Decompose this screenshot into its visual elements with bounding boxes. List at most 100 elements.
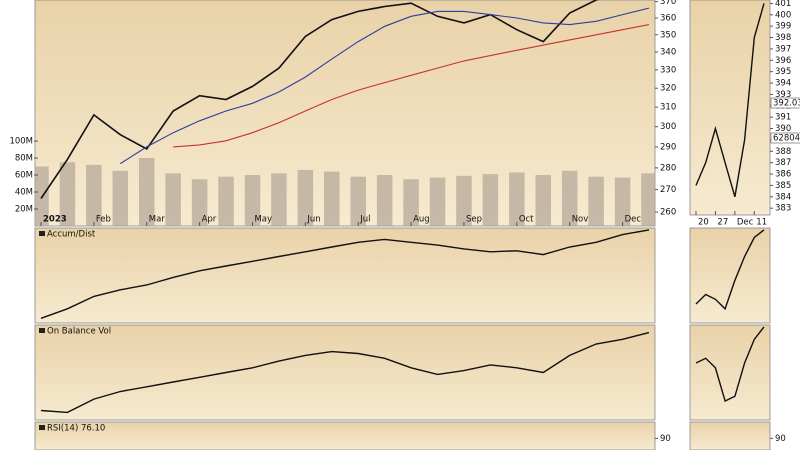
indicator-line — [695, 3, 765, 197]
y-tick-label: 388 — [775, 147, 791, 157]
volume-bar — [614, 177, 631, 226]
y-tick-label: 270 — [660, 185, 676, 195]
x-tick-label: 11 — [756, 218, 767, 228]
y-tick-label: 280 — [660, 163, 676, 173]
indicator-line — [695, 229, 765, 311]
volume-bar — [561, 170, 578, 226]
y-tick-label: 396 — [775, 56, 791, 66]
x-tick-label: Apr — [202, 215, 217, 225]
title-marker — [39, 425, 45, 430]
panel-title: RSI(14) 76.10 — [47, 424, 105, 434]
annotation: 6280471 — [773, 134, 800, 144]
annotation-box — [770, 97, 800, 109]
panel-background — [34, 0, 656, 227]
panel-background — [689, 421, 771, 450]
volume-tick-label: 60M — [15, 171, 33, 181]
volume-bar — [218, 176, 234, 226]
y-tick-label: 370 — [660, 0, 676, 7]
x-tick-label: Feb — [96, 215, 111, 225]
y-tick-label: 260 — [660, 208, 676, 218]
series-line — [120, 7, 650, 165]
series-line — [173, 24, 650, 148]
panel — [35, 0, 655, 226]
y-tick-label: 385 — [775, 181, 791, 191]
volume-bar — [588, 176, 604, 226]
panel — [695, 229, 765, 311]
y-tick-label: 90 — [660, 434, 671, 444]
panel — [695, 326, 765, 402]
volume-bar — [376, 175, 393, 226]
y-tick-label: 387 — [775, 158, 791, 168]
annotation: 392.03 — [773, 99, 800, 109]
panel-background — [689, 324, 771, 421]
y-tick-label: 360 — [660, 13, 676, 23]
volume-bar — [59, 162, 76, 226]
volume-bar — [86, 164, 102, 226]
panel-background — [689, 0, 771, 216]
volume-bar — [112, 170, 129, 226]
volume-bar — [297, 169, 314, 226]
y-tick-label: 290 — [660, 142, 676, 152]
y-tick-label: 400 — [775, 10, 791, 20]
y-tick-label: 397 — [775, 44, 791, 54]
y-tick-label: 398 — [775, 33, 791, 43]
volume-bar — [138, 158, 155, 226]
panel-title: Accum/Dist — [47, 230, 96, 240]
x-tick-label: Nov — [572, 215, 589, 225]
volume-bar — [535, 175, 552, 226]
x-tick-label: 20 — [698, 218, 709, 228]
y-tick-label: 395 — [775, 67, 791, 77]
volume-bar — [509, 172, 525, 226]
volume-bar — [271, 173, 287, 226]
volume-bar — [456, 175, 472, 226]
y-tick-label: 390 — [775, 124, 791, 134]
indicator-line — [40, 331, 650, 414]
y-tick-label: 391 — [775, 113, 791, 123]
volume-bar — [641, 173, 655, 226]
y-tick-label: 401 — [775, 0, 791, 9]
volume-tick-label: 80M — [15, 154, 33, 164]
x-tick-label: Dec — [625, 215, 642, 225]
panel-background — [34, 421, 656, 450]
series-line — [40, 0, 599, 199]
x-tick-label: 27 — [717, 218, 728, 228]
volume-bar — [350, 176, 366, 226]
panel — [40, 331, 650, 414]
indicator-line — [40, 229, 650, 319]
x-tick-label: Aug — [413, 215, 430, 225]
volume-bar — [165, 173, 181, 226]
y-tick-label: 350 — [660, 30, 676, 40]
y-tick-label: 330 — [660, 65, 676, 75]
x-tick-label: Oct — [519, 215, 534, 225]
y-tick-label: 383 — [775, 204, 791, 214]
annotation-box — [770, 132, 800, 144]
x-tick-label: Jul — [359, 215, 370, 225]
volume-tick-label: 20M — [15, 205, 33, 215]
x-tick-label: Dec — [737, 218, 754, 228]
volume-bar — [403, 179, 419, 226]
y-tick-label: 320 — [660, 84, 676, 94]
panel-title: On Balance Vol — [47, 327, 111, 337]
x-tick-label: Jun — [306, 215, 320, 225]
y-tick-label: 310 — [660, 103, 676, 113]
title-marker — [39, 231, 45, 236]
y-tick-label: 386 — [775, 170, 791, 180]
volume-bar — [482, 174, 499, 226]
y-tick-label: 394 — [775, 79, 791, 89]
y-tick-label: 393 — [775, 90, 791, 100]
y-tick-label: 399 — [775, 22, 791, 32]
title-marker — [39, 328, 45, 333]
volume-bar — [191, 179, 208, 226]
volume-bar — [324, 171, 340, 226]
y-tick-label: 340 — [660, 48, 676, 58]
volume-tick-label: 40M — [15, 188, 33, 198]
volume-tick-label: 100M — [9, 137, 33, 147]
x-tick-label: Sep — [466, 215, 482, 225]
volume-bar — [244, 175, 261, 226]
y-tick-label: 90 — [775, 434, 786, 444]
panel-background — [34, 227, 656, 324]
panel-background — [689, 227, 771, 324]
x-tick-label: Mar — [149, 215, 166, 225]
x-tick-label: 2023 — [43, 215, 67, 225]
